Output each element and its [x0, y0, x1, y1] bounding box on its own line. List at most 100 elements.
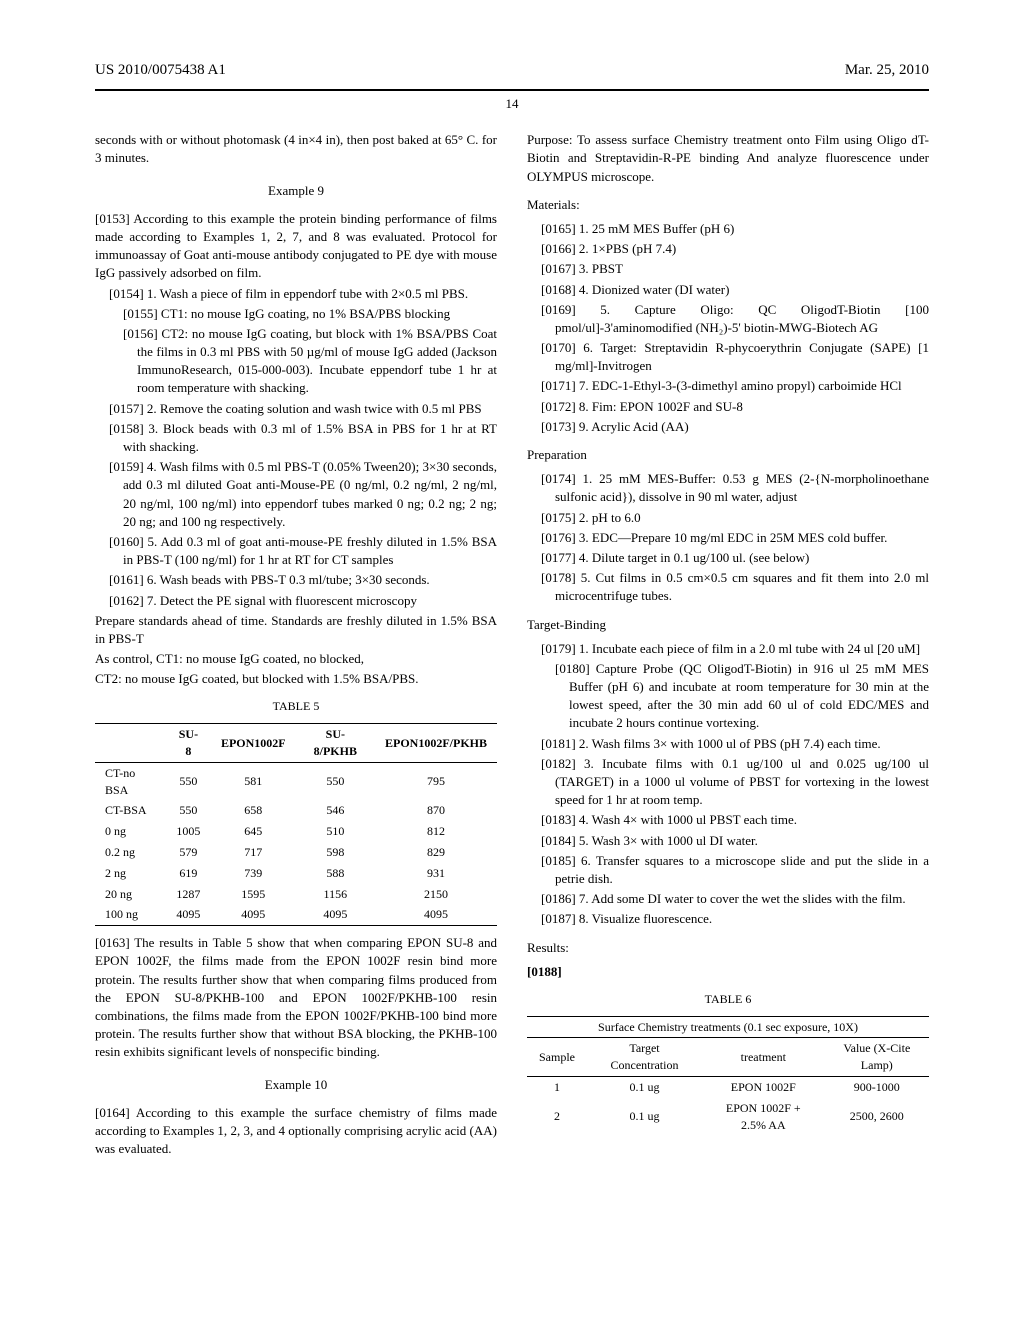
tb-0187: [0187] 8. Visualize fluorescence. — [555, 910, 929, 928]
t6-h0: Sample — [527, 1038, 587, 1077]
t5-c: 870 — [375, 800, 497, 821]
prep-0178: [0178] 5. Cut films in 0.5 cm×0.5 cm squ… — [555, 569, 929, 605]
patent-number: US 2010/0075438 A1 — [95, 60, 226, 81]
page-number: 14 — [0, 95, 1024, 113]
t5-c: 4095 — [296, 904, 375, 925]
prep-0176: [0176] 3. EDC—Prepare 10 mg/ml EDC in 25… — [555, 529, 929, 547]
target-binding-heading: Target-Binding — [527, 616, 929, 634]
patent-date: Mar. 25, 2010 — [845, 60, 929, 81]
table-6: Surface Chemistry treatments (0.1 sec ex… — [527, 1016, 929, 1136]
mat-0167: [0167] 3. PBST — [555, 260, 929, 278]
prep-0175: [0175] 2. pH to 6.0 — [555, 509, 929, 527]
t5-c: 546 — [296, 800, 375, 821]
t5-c: 579 — [166, 842, 211, 863]
t5-c: 598 — [296, 842, 375, 863]
para-0163: [0163] The results in Table 5 show that … — [95, 934, 497, 1061]
t6-c: EPON 1002F — [702, 1077, 825, 1098]
tb-0184: [0184] 5. Wash 3× with 1000 ul DI water. — [555, 832, 929, 850]
item-0162: [0162] 7. Detect the PE signal with fluo… — [123, 592, 497, 610]
example-10-heading: Example 10 — [95, 1076, 497, 1094]
t5-c: 100 ng — [95, 904, 166, 925]
tb-0182: [0182] 3. Incubate films with 0.1 ug/100… — [555, 755, 929, 810]
t5-c: 1595 — [211, 884, 296, 905]
t5-c: 795 — [375, 762, 497, 800]
item-0154: [0154] 1. Wash a piece of film in eppend… — [123, 285, 497, 303]
mat-0172: [0172] 8. Fim: EPON 1002F and SU-8 — [555, 398, 929, 416]
t5-c: 2150 — [375, 884, 497, 905]
t5-c: 658 — [211, 800, 296, 821]
mat-0166: [0166] 2. 1×PBS (pH 7.4) — [555, 240, 929, 258]
prep-0174: [0174] 1. 25 mM MES-Buffer: 0.53 g MES (… — [555, 470, 929, 506]
t6-c: 900-1000 — [825, 1077, 929, 1098]
mat-0169: [0169] 5. Capture Oligo: QC OligodT-Biot… — [555, 301, 929, 337]
t5-c: 4095 — [375, 904, 497, 925]
tb-0183: [0183] 4. Wash 4× with 1000 ul PBST each… — [555, 811, 929, 829]
t5-c: 717 — [211, 842, 296, 863]
para-0164: [0164] According to this example the sur… — [95, 1104, 497, 1159]
t5-c: 645 — [211, 821, 296, 842]
item-0157: [0157] 2. Remove the coating solution an… — [123, 400, 497, 418]
t5-c: 812 — [375, 821, 497, 842]
t5-c: 0 ng — [95, 821, 166, 842]
t5-c: 581 — [211, 762, 296, 800]
t6-c: 0.1 ug — [587, 1077, 702, 1098]
table-5-title: TABLE 5 — [95, 698, 497, 715]
mat-0171: [0171] 7. EDC-1-Ethyl-3-(3-dimethyl amin… — [555, 377, 929, 395]
prep-0177: [0177] 4. Dilute target in 0.1 ug/100 ul… — [555, 549, 929, 567]
lead-para: seconds with or without photomask (4 in×… — [95, 131, 497, 167]
materials-heading: Materials: — [527, 196, 929, 214]
mat-0168: [0168] 4. Dionized water (DI water) — [555, 281, 929, 299]
table-5: SU-8 EPON1002F SU-8/PKHB EPON1002F/PKHB … — [95, 723, 497, 926]
item-0158: [0158] 3. Block beads with 0.3 ml of 1.5… — [123, 420, 497, 456]
t5-c: 0.2 ng — [95, 842, 166, 863]
t5-c: 619 — [166, 863, 211, 884]
example-9-heading: Example 9 — [95, 182, 497, 200]
page-header: US 2010/0075438 A1 Mar. 25, 2010 — [0, 0, 1024, 89]
post-list-2: As control, CT1: no mouse IgG coated, no… — [95, 650, 497, 668]
t5-h2: EPON1002F — [211, 724, 296, 763]
t5-h1: SU-8 — [166, 724, 211, 763]
t5-c: 550 — [296, 762, 375, 800]
t5-c: 550 — [166, 800, 211, 821]
para-0188: [0188] — [527, 963, 929, 981]
t5-h0 — [95, 724, 166, 763]
item-0160: [0160] 5. Add 0.3 ml of goat anti-mouse-… — [123, 533, 497, 569]
t5-c: 4095 — [166, 904, 211, 925]
para-0188-label: [0188] — [527, 964, 562, 979]
left-column: seconds with or without photomask (4 in×… — [95, 131, 497, 1160]
t6-subtitle: Surface Chemistry treatments (0.1 sec ex… — [527, 1016, 929, 1038]
t5-c: 4095 — [211, 904, 296, 925]
t5-h4: EPON1002F/PKHB — [375, 724, 497, 763]
t5-c: CT-BSA — [95, 800, 166, 821]
purpose-para: Purpose: To assess surface Chemistry tre… — [527, 131, 929, 186]
mat-0170: [0170] 6. Target: Streptavidin R-phycoer… — [555, 339, 929, 375]
t5-h3: SU-8/PKHB — [296, 724, 375, 763]
tb-0181: [0181] 2. Wash films 3× with 1000 ul of … — [555, 735, 929, 753]
t6-c: EPON 1002F + 2.5% AA — [702, 1098, 825, 1136]
t6-c: 0.1 ug — [587, 1098, 702, 1136]
t5-c: 829 — [375, 842, 497, 863]
item-0156: [0156] CT2: no mouse IgG coating, but bl… — [137, 325, 497, 398]
t6-c: 2 — [527, 1098, 587, 1136]
t6-c: 2500, 2600 — [825, 1098, 929, 1136]
para-0153: [0153] According to this example the pro… — [95, 210, 497, 283]
t5-c: 550 — [166, 762, 211, 800]
tb-0185: [0185] 6. Transfer squares to a microsco… — [555, 852, 929, 888]
mat-0165: [0165] 1. 25 mM MES Buffer (pH 6) — [555, 220, 929, 238]
t5-c: 20 ng — [95, 884, 166, 905]
right-column: Purpose: To assess surface Chemistry tre… — [527, 131, 929, 1160]
table-6-title: TABLE 6 — [527, 991, 929, 1008]
tb-0180: [0180] Capture Probe (QC OligodT-Biotin)… — [569, 660, 929, 733]
header-rule — [95, 89, 929, 91]
item-0161: [0161] 6. Wash beads with PBS-T 0.3 ml/t… — [123, 571, 497, 589]
t5-c: 1156 — [296, 884, 375, 905]
t5-c: 1287 — [166, 884, 211, 905]
post-list-1: Prepare standards ahead of time. Standar… — [95, 612, 497, 648]
t6-c: 1 — [527, 1077, 587, 1098]
t6-h2: treatment — [702, 1038, 825, 1077]
mat-0173: [0173] 9. Acrylic Acid (AA) — [555, 418, 929, 436]
t5-c: 1005 — [166, 821, 211, 842]
t6-h3: Value (X-Cite Lamp) — [825, 1038, 929, 1077]
t5-c: 588 — [296, 863, 375, 884]
item-0159: [0159] 4. Wash films with 0.5 ml PBS-T (… — [123, 458, 497, 531]
